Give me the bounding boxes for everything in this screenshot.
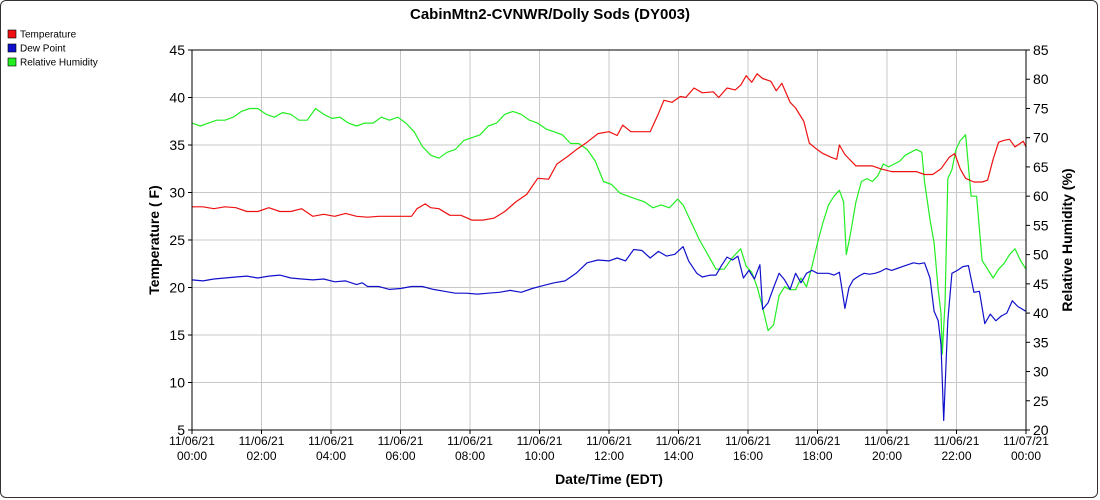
- right-tick-label: 70: [1033, 130, 1049, 146]
- right-tick-label: 80: [1033, 71, 1049, 87]
- right-tick-label: 25: [1033, 393, 1049, 409]
- right-tick-label: 45: [1033, 276, 1049, 292]
- left-tick-label: 35: [169, 137, 185, 153]
- right-tick-label: 65: [1033, 159, 1049, 175]
- left-tick-label: 5: [177, 422, 185, 438]
- left-tick-label: 15: [169, 327, 185, 343]
- x-tick-label-date: 11/06/21: [586, 434, 632, 448]
- x-tick-label-date: 11/06/21: [725, 434, 771, 448]
- x-tick-label-time: 20:00: [872, 449, 902, 463]
- x-tick-label-time: 14:00: [663, 449, 693, 463]
- x-axis-ticks: 11/06/2100:0011/06/2102:0011/06/2104:001…: [169, 430, 1049, 463]
- x-tick-label-time: 00:00: [177, 449, 207, 463]
- left-tick-label: 40: [169, 90, 185, 106]
- x-axis-label: Date/Time (EDT): [555, 471, 663, 487]
- x-tick-label-time: 06:00: [385, 449, 415, 463]
- right-tick-label: 50: [1033, 247, 1049, 263]
- x-tick-label-date: 11/06/21: [656, 434, 702, 448]
- right-tick-label: 75: [1033, 100, 1049, 116]
- x-tick-label-date: 11/06/21: [934, 434, 980, 448]
- x-tick-label-time: 12:00: [594, 449, 624, 463]
- legend-swatch-dew-point: [7, 43, 17, 53]
- x-tick-label-time: 18:00: [802, 449, 832, 463]
- legend-label-relative-humidity: Relative Humidity: [20, 58, 98, 69]
- x-tick-label-date: 11/06/21: [169, 434, 215, 448]
- chart-title: CabinMtn2-CVNWR/Dolly Sods (DY003): [410, 6, 690, 23]
- x-tick-label-time: 00:00: [1011, 449, 1041, 463]
- right-tick-label: 40: [1033, 305, 1049, 321]
- left-axis-ticks: 5 10 15 20 25 30 35 40 45: [169, 42, 192, 438]
- x-tick-label-date: 11/06/21: [308, 434, 354, 448]
- x-tick-label-date: 11/06/21: [447, 434, 493, 448]
- x-tick-label-time: 08:00: [455, 449, 485, 463]
- series-line-relative-humidity: [191, 107, 1027, 355]
- series-line-temperature: [192, 73, 1027, 221]
- right-tick-label: 20: [1033, 422, 1049, 438]
- x-tick-label-time: 22:00: [941, 449, 971, 463]
- x-tick-label-time: 04:00: [316, 449, 346, 463]
- x-tick-label-date: 11/06/21: [517, 434, 563, 448]
- left-tick-label: 25: [169, 232, 185, 248]
- x-tick-label-date: 11/07/21: [1003, 434, 1049, 448]
- legend-swatch-relative-humidity: [7, 57, 17, 67]
- right-axis-ticks: 20 25 30 35 40 45 50 55 60 65 70 75 80 85: [1026, 42, 1049, 438]
- x-tick-label-time: 16:00: [733, 449, 763, 463]
- right-tick-label: 55: [1033, 217, 1049, 233]
- right-axis-label: Relative Humidity (%): [1059, 168, 1075, 311]
- series-line-dew-point: [191, 246, 1027, 422]
- x-tick-label-date: 11/06/21: [795, 434, 841, 448]
- x-tick-label-time: 02:00: [246, 449, 276, 463]
- left-tick-label: 20: [169, 280, 185, 296]
- right-tick-label: 35: [1033, 334, 1049, 350]
- x-tick-label-date: 11/06/21: [239, 434, 285, 448]
- x-tick-label-time: 10:00: [524, 449, 554, 463]
- gridlines: [191, 49, 1027, 431]
- left-tick-label: 10: [169, 375, 185, 391]
- right-tick-label: 85: [1033, 42, 1049, 58]
- legend-swatch-temperature: [7, 29, 17, 39]
- left-axis-label: Temperature ( F): [146, 185, 162, 294]
- legend-label-temperature: Temperature: [20, 30, 77, 41]
- left-tick-label: 45: [169, 42, 185, 58]
- right-tick-label: 60: [1033, 188, 1049, 204]
- legend: Temperature Dew Point Relative Humidity: [7, 29, 98, 69]
- series-lines: [191, 73, 1027, 422]
- left-tick-label: 30: [169, 185, 185, 201]
- x-tick-label-date: 11/06/21: [378, 434, 424, 448]
- legend-label-dew-point: Dew Point: [20, 44, 66, 55]
- right-tick-label: 30: [1033, 364, 1049, 380]
- x-tick-label-date: 11/06/21: [864, 434, 910, 448]
